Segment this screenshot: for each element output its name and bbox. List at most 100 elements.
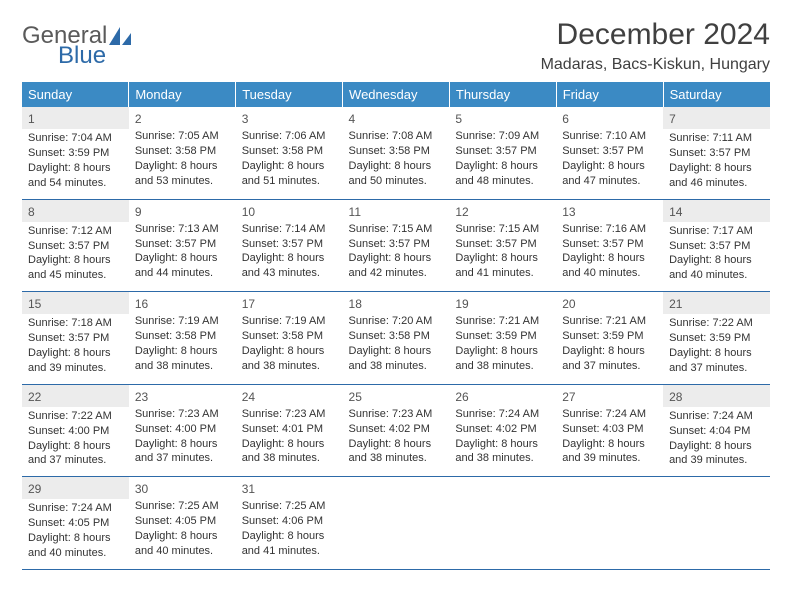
calendar-cell [556,477,663,570]
calendar-cell: 18Sunrise: 7:20 AMSunset: 3:58 PMDayligh… [343,292,450,385]
calendar-body: 1Sunrise: 7:04 AMSunset: 3:59 PMDaylight… [22,107,770,569]
sunset-text: Sunset: 3:57 PM [242,237,337,252]
sunset-text: Sunset: 3:57 PM [562,237,657,252]
sunrise-text: Sunrise: 7:14 AM [242,222,337,237]
calendar-cell: 8 Sunrise: 7:12 AMSunset: 3:57 PMDaylight… [22,199,129,292]
sunset-text: Sunset: 3:58 PM [242,329,337,344]
daylight2-text: and 38 minutes. [455,451,550,466]
daylight1-text: Daylight: 8 hours [242,437,337,452]
daylight2-text: and 46 minutes. [669,176,764,191]
calendar-cell: 25Sunrise: 7:23 AMSunset: 4:02 PMDayligh… [343,384,450,477]
daylight2-text: and 38 minutes. [242,451,337,466]
sunset-text: Sunset: 4:00 PM [28,424,123,439]
daylight1-text: Daylight: 8 hours [28,253,123,268]
calendar-cell: 14 Sunrise: 7:17 AMSunset: 3:57 PMDayligh… [663,199,770,292]
sunset-text: Sunset: 3:57 PM [28,239,123,254]
daylight2-text: and 51 minutes. [242,174,337,189]
day-header: Tuesday [236,82,343,107]
sunrise-text: Sunrise: 7:12 AM [28,224,123,239]
daylight2-text: and 40 minutes. [669,268,764,283]
day-number: 14 [663,200,770,222]
daylight1-text: Daylight: 8 hours [669,161,764,176]
day-number: 20 [562,296,657,312]
daylight1-text: Daylight: 8 hours [562,437,657,452]
calendar-cell: 27Sunrise: 7:24 AMSunset: 4:03 PMDayligh… [556,384,663,477]
daylight1-text: Daylight: 8 hours [455,344,550,359]
daylight2-text: and 40 minutes. [28,546,123,561]
day-header: Thursday [449,82,556,107]
day-number: 8 [22,200,129,222]
day-number: 26 [455,389,550,405]
daylight1-text: Daylight: 8 hours [135,251,230,266]
daylight2-text: and 38 minutes. [135,359,230,374]
calendar-cell: 22Sunrise: 7:22 AMSunset: 4:00 PMDayligh… [22,384,129,477]
daylight2-text: and 39 minutes. [669,453,764,468]
calendar-cell: 2Sunrise: 7:05 AMSunset: 3:58 PMDaylight… [129,107,236,199]
calendar-row: 22Sunrise: 7:22 AMSunset: 4:00 PMDayligh… [22,384,770,477]
sunrise-text: Sunrise: 7:25 AM [135,499,230,514]
sunset-text: Sunset: 4:01 PM [242,422,337,437]
calendar-cell: 1Sunrise: 7:04 AMSunset: 3:59 PMDaylight… [22,107,129,199]
day-number: 1 [22,107,129,129]
daylight1-text: Daylight: 8 hours [669,253,764,268]
day-header: Friday [556,82,663,107]
sunrise-text: Sunrise: 7:23 AM [349,407,444,422]
sunset-text: Sunset: 4:00 PM [135,422,230,437]
daylight1-text: Daylight: 8 hours [455,251,550,266]
daylight2-text: and 39 minutes. [562,451,657,466]
day-number: 13 [562,204,657,220]
sunset-text: Sunset: 4:02 PM [455,422,550,437]
title-block: December 2024 Madaras, Bacs-Kiskun, Hung… [541,18,770,74]
day-number: 9 [135,204,230,220]
sunrise-text: Sunrise: 7:15 AM [349,222,444,237]
calendar-cell: 11Sunrise: 7:15 AMSunset: 3:57 PMDayligh… [343,199,450,292]
sunset-text: Sunset: 3:57 PM [669,146,764,161]
sunset-text: Sunset: 3:58 PM [135,144,230,159]
day-number: 19 [455,296,550,312]
daylight2-text: and 41 minutes. [242,544,337,559]
header: GeneralBlue December 2024 Madaras, Bacs-… [22,18,770,74]
calendar-cell: 13Sunrise: 7:16 AMSunset: 3:57 PMDayligh… [556,199,663,292]
sunset-text: Sunset: 3:57 PM [562,144,657,159]
daylight1-text: Daylight: 8 hours [669,439,764,454]
sunrise-text: Sunrise: 7:13 AM [135,222,230,237]
day-number: 10 [242,204,337,220]
calendar-cell: 7Sunrise: 7:11 AMSunset: 3:57 PMDaylight… [663,107,770,199]
brand-logo: GeneralBlue [22,18,131,68]
sunrise-text: Sunrise: 7:16 AM [562,222,657,237]
calendar-cell: 4Sunrise: 7:08 AMSunset: 3:58 PMDaylight… [343,107,450,199]
calendar-cell [449,477,556,570]
calendar-cell: 23Sunrise: 7:23 AMSunset: 4:00 PMDayligh… [129,384,236,477]
calendar-cell: 19Sunrise: 7:21 AMSunset: 3:59 PMDayligh… [449,292,556,385]
sunrise-text: Sunrise: 7:17 AM [669,224,764,239]
day-number: 18 [349,296,444,312]
sunrise-text: Sunrise: 7:11 AM [669,131,764,146]
calendar-cell: 30Sunrise: 7:25 AMSunset: 4:05 PMDayligh… [129,477,236,570]
day-number: 31 [242,481,337,497]
daylight2-text: and 37 minutes. [562,359,657,374]
daylight1-text: Daylight: 8 hours [135,437,230,452]
sunset-text: Sunset: 4:06 PM [242,514,337,529]
daylight1-text: Daylight: 8 hours [242,251,337,266]
daylight1-text: Daylight: 8 hours [242,529,337,544]
sunset-text: Sunset: 3:57 PM [135,237,230,252]
day-number: 5 [455,111,550,127]
daylight1-text: Daylight: 8 hours [455,437,550,452]
month-title: December 2024 [541,18,770,52]
daylight1-text: Daylight: 8 hours [135,159,230,174]
day-number: 29 [22,477,129,499]
daylight1-text: Daylight: 8 hours [349,437,444,452]
daylight1-text: Daylight: 8 hours [349,344,444,359]
calendar-cell: 20Sunrise: 7:21 AMSunset: 3:59 PMDayligh… [556,292,663,385]
daylight1-text: Daylight: 8 hours [28,439,123,454]
sunset-text: Sunset: 4:02 PM [349,422,444,437]
sunrise-text: Sunrise: 7:15 AM [455,222,550,237]
daylight2-text: and 48 minutes. [455,174,550,189]
daylight2-text: and 42 minutes. [349,266,444,281]
calendar-cell [663,477,770,570]
day-number: 21 [663,292,770,314]
daylight1-text: Daylight: 8 hours [562,159,657,174]
sunset-text: Sunset: 3:57 PM [669,239,764,254]
sunset-text: Sunset: 3:57 PM [28,331,123,346]
sunset-text: Sunset: 4:03 PM [562,422,657,437]
